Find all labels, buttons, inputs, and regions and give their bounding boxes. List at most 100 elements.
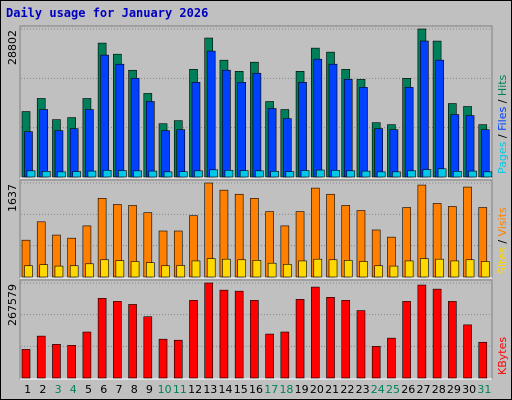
- bar: [267, 108, 277, 178]
- bar: [315, 169, 325, 178]
- bar: [402, 301, 411, 379]
- bar: [265, 333, 274, 379]
- bar: [387, 337, 396, 379]
- bar: [146, 101, 155, 178]
- bar: [280, 331, 290, 379]
- x-tick-label: 7: [115, 383, 122, 396]
- legend: Sites / Visits: [496, 207, 509, 274]
- bar: [283, 264, 292, 278]
- bar: [209, 169, 219, 178]
- bar: [69, 128, 79, 178]
- bar: [234, 290, 244, 379]
- bar: [478, 341, 488, 379]
- bar: [283, 118, 292, 178]
- bar: [270, 171, 279, 178]
- x-tick-label: 27: [416, 383, 430, 396]
- bar: [313, 258, 323, 278]
- bar: [371, 346, 381, 379]
- bar: [191, 82, 201, 178]
- bar: [356, 310, 366, 379]
- x-tick-label: 19: [295, 383, 309, 396]
- bar: [435, 258, 444, 278]
- bar: [237, 259, 246, 278]
- bar: [191, 260, 201, 278]
- legend: KBytes: [496, 337, 509, 375]
- bar: [39, 264, 49, 278]
- bar: [480, 261, 490, 278]
- x-tick-label: 6: [100, 383, 107, 396]
- bar: [224, 170, 234, 178]
- bar: [465, 259, 475, 278]
- bar: [450, 114, 460, 178]
- x-tick-label: 18: [279, 383, 293, 396]
- x-tick-label: 20: [310, 383, 324, 396]
- bar: [36, 335, 46, 379]
- legend-entry: Sites: [496, 247, 509, 274]
- bar: [453, 171, 462, 178]
- bar: [128, 304, 137, 379]
- bar: [252, 260, 262, 278]
- bar: [100, 54, 109, 178]
- x-tick-label: 28: [432, 383, 446, 396]
- legend-entry: Hits: [496, 74, 509, 96]
- bar: [420, 258, 429, 278]
- x-tick-label: 3: [55, 383, 62, 396]
- x-tick-label: 30: [462, 383, 476, 396]
- bar: [133, 170, 142, 178]
- bar: [67, 345, 76, 379]
- bar: [417, 284, 427, 379]
- x-tick-label: 11: [173, 383, 187, 396]
- x-tick-label: 12: [188, 383, 202, 396]
- bar: [374, 128, 383, 178]
- bar: [374, 265, 383, 278]
- x-tick-label: 31: [477, 383, 491, 396]
- bar: [463, 324, 472, 379]
- bar: [331, 170, 340, 178]
- chart-title: Daily usage for January 2026: [6, 6, 208, 20]
- bar: [146, 262, 155, 278]
- bar: [404, 260, 414, 278]
- bar: [161, 265, 170, 278]
- max-label: 1637: [6, 184, 19, 212]
- bar: [285, 171, 295, 178]
- bar: [158, 338, 168, 379]
- bar: [87, 170, 97, 178]
- bar: [326, 297, 335, 379]
- bar: [468, 170, 477, 178]
- bar: [206, 50, 216, 178]
- bar: [41, 171, 51, 178]
- bar: [97, 298, 107, 379]
- bar: [298, 82, 307, 178]
- bar: [310, 286, 320, 379]
- bar: [57, 171, 66, 178]
- bar: [39, 109, 49, 178]
- bar: [435, 59, 444, 178]
- x-tick-label: 1: [24, 383, 31, 396]
- bar: [343, 79, 353, 178]
- bar: [341, 300, 351, 379]
- x-tick-label: 21: [325, 383, 339, 396]
- bar: [300, 170, 310, 178]
- bar: [72, 171, 81, 178]
- bar: [361, 170, 371, 178]
- bar: [113, 301, 122, 379]
- bar: [420, 40, 429, 178]
- x-tick-label: 29: [447, 383, 461, 396]
- bar: [100, 259, 109, 278]
- max-label: 267579: [6, 284, 19, 326]
- bar: [118, 170, 127, 178]
- x-tick-label: 24: [371, 383, 385, 396]
- bar: [148, 170, 158, 178]
- bar: [422, 169, 432, 178]
- x-tick-label: 14: [219, 383, 233, 396]
- legend: Pages / Files / Hits: [496, 74, 509, 174]
- bar: [448, 301, 457, 379]
- bar: [130, 261, 140, 278]
- bar: [161, 130, 170, 178]
- bar: [24, 131, 33, 178]
- x-tick-label: 10: [158, 383, 172, 396]
- bar: [222, 258, 231, 278]
- x-tick-label: 13: [203, 383, 217, 396]
- bar: [194, 170, 203, 178]
